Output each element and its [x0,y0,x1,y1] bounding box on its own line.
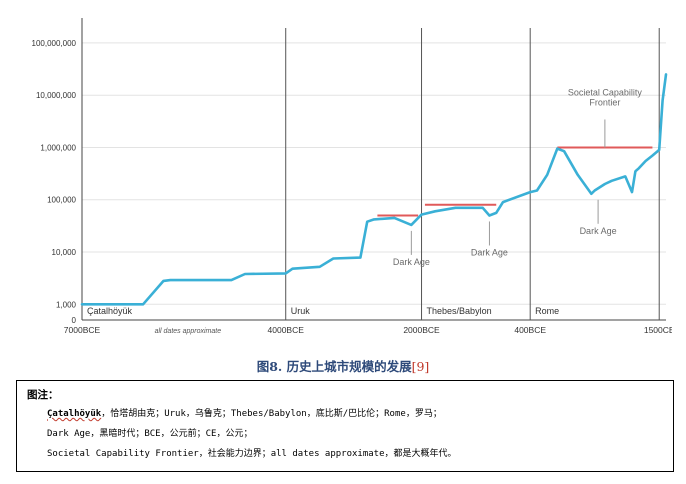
era-label-0: Çatalhöyük [87,306,133,316]
y-tick-label-5: 100,000,000 [32,39,77,48]
annotation-label-1: Dark Age [471,247,508,257]
note-line-1: Çatalhöyük，恰塔胡由克；Uruk，乌鲁克；Thebes/Babylon… [47,406,442,419]
x-tick-label-4: 1500CE [644,325,672,335]
note-catalhoyuk: Çatalhöyük [47,409,102,419]
annotation-label-3-0: Societal Capability [568,87,643,97]
y-tick-label-0: 1,000 [56,300,77,309]
era-label-1: Uruk [291,306,311,316]
note-line-1-rest: ，恰塔胡由克；Uruk，乌鲁克；Thebes/Babylon，底比斯/巴比伦；R… [101,409,442,419]
y-tick-label-zero: 0 [72,316,77,325]
city-size-chart: 1,000 10,000 100,000 1,000,000 10,000,000 100… [18,6,672,344]
x-tick-label-2: 2000BCE [403,325,440,335]
annotation-label-3-1: Frontier [589,97,620,107]
y-tick-label-3: 1,000,000 [40,143,76,152]
x-tick-label-1: 4000BCE [268,325,305,335]
y-tick-label-1: 10,000 [52,248,77,257]
era-label-3: Rome [535,306,559,316]
caption-text: 图8. 历史上城市规模的发展 [256,359,412,374]
x-axis-note: all dates approximate [155,328,222,335]
note-line-3: Societal Capability Frontier，社会能力边界；all … [47,449,457,459]
notes-box: 图注： Çatalhöyük，恰塔胡由克；Uruk，乌鲁克；Thebes/Bab… [16,380,674,472]
figure-caption: 图8. 历史上城市规模的发展[9] [0,356,686,375]
x-tick-label-3: 400BCE [514,325,546,335]
annotation-label-2: Dark Age [580,226,617,236]
annotation-label-0: Dark Age [393,257,430,267]
x-tick-label-0: 7000BCE [64,325,101,335]
y-tick-label-2: 100,000 [47,196,76,205]
note-line-2: Dark Age，黑暗时代；BCE，公元前；CE，公元； [47,429,253,439]
city-size-series-line [80,73,668,306]
chart-panel: 1,000 10,000 100,000 1,000,000 10,000,000 100… [18,6,672,344]
caption-reference-link[interactable]: [9] [411,359,430,374]
y-tick-label-4: 10,000,000 [36,91,77,100]
notes-title: 图注： [27,389,59,401]
era-label-2: Thebes/Babylon [427,306,492,316]
